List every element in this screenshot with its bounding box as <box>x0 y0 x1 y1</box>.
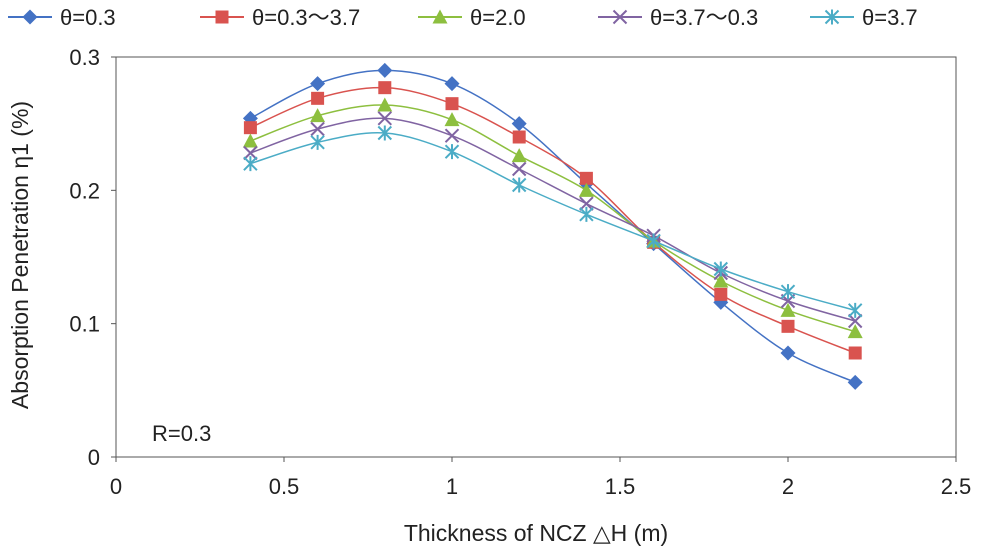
data-point <box>579 171 593 185</box>
legend-label: θ=2.0 <box>470 5 526 30</box>
legend-item: θ=0.3 <box>8 5 116 30</box>
data-point <box>444 112 460 127</box>
series-4 <box>243 111 863 329</box>
data-point <box>444 76 460 92</box>
data-point <box>780 302 796 317</box>
data-point <box>511 177 527 193</box>
legend: θ=0.3 θ=0.3～3.7 θ=2.0 θ=3.7～0.3 θ=3.7 <box>8 5 918 30</box>
x-tick-label: 1.5 <box>605 474 636 499</box>
x-tick-label: 0.5 <box>269 474 300 499</box>
series-5 <box>243 125 863 318</box>
legend-item: θ=3.7～0.3 <box>598 5 758 30</box>
data-point <box>243 121 257 135</box>
legend-marker <box>215 10 229 24</box>
data-point <box>311 91 325 105</box>
data-point <box>243 156 258 172</box>
y-axis-label: Absorption Penetration η1 (%) <box>7 101 33 409</box>
data-point <box>780 345 796 361</box>
data-point <box>243 145 258 161</box>
legend-item: θ=3.7 <box>810 5 918 30</box>
data-point <box>848 346 862 360</box>
series-line <box>250 86 856 354</box>
data-point <box>780 284 796 300</box>
series-layer <box>242 62 863 390</box>
y-tick-label: 0.3 <box>69 45 100 70</box>
legend-marker <box>432 9 448 24</box>
data-point <box>714 287 728 301</box>
legend-item: θ=0.3～3.7 <box>200 5 360 30</box>
data-point <box>310 134 325 150</box>
legend-marker <box>612 9 628 25</box>
data-point <box>242 133 258 148</box>
data-point <box>847 302 863 318</box>
data-point <box>579 206 594 222</box>
data-point <box>511 116 527 132</box>
data-point <box>445 97 459 111</box>
y-tick-label: 0.1 <box>69 312 100 337</box>
axis-ticks: 0 0.5 1 1.5 2 2.5 0 0.1 0.2 0.3 <box>69 45 971 499</box>
data-point <box>579 196 594 211</box>
legend-marker <box>824 9 840 25</box>
legend-marker <box>22 9 38 25</box>
data-point <box>847 324 863 339</box>
plot-area <box>115 56 957 458</box>
data-point <box>511 148 527 163</box>
data-point <box>511 161 527 177</box>
x-tick-label: 2 <box>782 474 794 499</box>
data-point <box>847 313 863 329</box>
data-point <box>578 182 594 197</box>
data-point <box>377 62 393 78</box>
series-2 <box>243 81 862 360</box>
x-tick-label: 2.5 <box>941 474 972 499</box>
y-tick-label: 0.2 <box>69 178 100 203</box>
data-point <box>512 130 526 144</box>
series-3 <box>242 97 863 339</box>
series-line <box>250 104 856 333</box>
x-tick-label: 0 <box>110 474 122 499</box>
annotation-r: R=0.3 <box>152 421 211 446</box>
legend-label: θ=3.7 <box>862 5 918 30</box>
data-point <box>310 108 326 123</box>
data-point <box>713 273 729 288</box>
data-point <box>377 97 393 112</box>
series-line <box>250 69 856 384</box>
legend-label: θ=0.3 <box>60 5 116 30</box>
series-1 <box>242 62 863 390</box>
data-point <box>781 319 795 333</box>
data-point <box>310 76 326 92</box>
data-point <box>310 121 325 137</box>
data-point <box>377 125 393 141</box>
data-point <box>378 81 392 95</box>
x-axis-label: Thickness of NCZ △H (m) <box>404 520 668 546</box>
data-point <box>646 233 661 249</box>
data-point <box>847 374 863 390</box>
data-point <box>713 261 729 277</box>
y-tick-label: 0 <box>88 445 100 470</box>
legend-item: θ=2.0 <box>418 5 526 30</box>
data-point <box>444 144 460 160</box>
series-line <box>250 117 856 322</box>
series-line <box>250 131 856 312</box>
legend-label: θ=3.7～0.3 <box>650 5 758 30</box>
legend-label: θ=0.3～3.7 <box>252 5 360 30</box>
x-tick-label: 1 <box>446 474 458 499</box>
data-point <box>444 128 460 143</box>
data-point <box>377 111 393 126</box>
